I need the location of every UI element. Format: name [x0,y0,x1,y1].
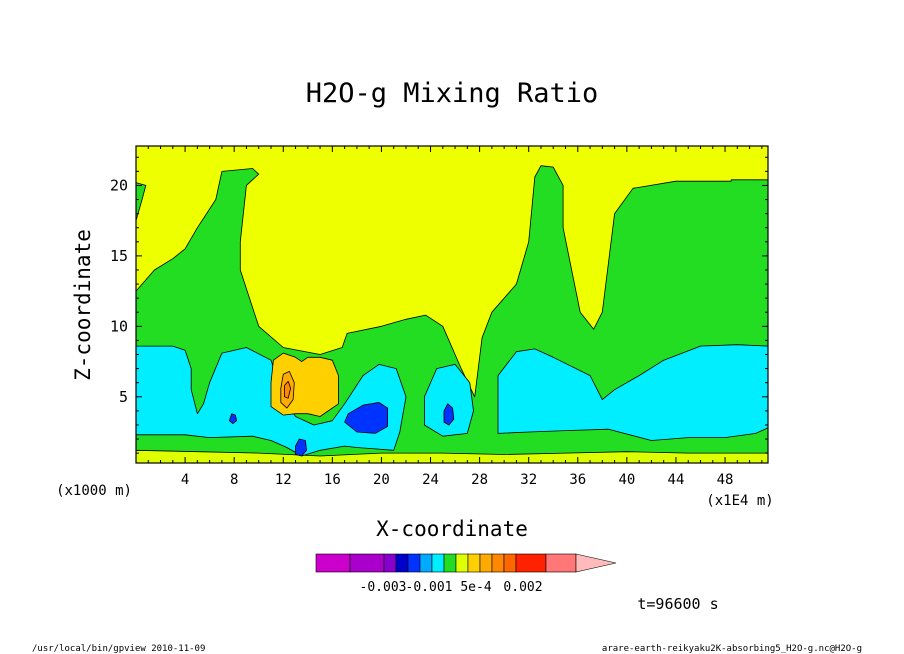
y-tick-label: 5 [119,388,128,406]
x-tick-label: 16 [324,472,341,488]
y-tick-label: 10 [110,317,128,335]
chart-title: H2O-g Mixing Ratio [306,78,599,109]
x-tick-label: 40 [618,472,635,488]
contour-region-cyan-mid [423,363,474,437]
colorbar-segment [515,553,547,573]
contour-region-yellow-bottom [136,449,768,463]
x-tick-label: 4 [181,472,189,488]
contour-region-blue-small1 [295,438,308,457]
plot-frame [135,145,769,464]
colorbar-tick-label: 0.002 [503,580,542,595]
colorbar-segment [395,553,409,573]
colorbar-segment [419,553,433,573]
y-axis-ticks: 5 10 15 20 [110,156,768,454]
colorbar-segment [491,553,505,573]
contour-region-green-corner [136,182,147,222]
colorbar-segment [315,553,351,573]
colorbar-segment [455,553,469,573]
colorbar-segment [545,553,577,573]
colorbar-segment [479,553,493,573]
colorbar-tick-label: -0.001 [406,580,453,595]
x-tick-label: 8 [230,472,238,488]
x-tick-label: 20 [373,472,390,488]
x-tick-label: 32 [520,472,537,488]
colorbar-tick-label: -0.003 [360,580,407,595]
x-unit-right: (x1E4 m) [706,493,773,509]
colorbar-segment [467,553,481,573]
contour-region-orange-dark [284,380,292,399]
contour-region-blue [344,401,389,434]
footer-left: /usr/local/bin/gpview 2010-11-09 [32,644,205,654]
x-axis-ticks: 4 8 12 16 20 24 28 32 36 40 44 48 [147,146,763,488]
time-label: t=96600 s [637,595,718,613]
contour-regions [136,165,768,463]
colorbar-extend-arrow [575,553,617,573]
contour-region-cyan-right [497,344,768,441]
y-axis-label: Z-coordinate [71,229,95,381]
colorbar-tick-labels: -0.003 -0.001 5e-4 0.002 [360,580,543,595]
colorbar [315,553,617,573]
colorbar-segment [383,553,397,573]
x-tick-label: 12 [275,472,292,488]
x-axis-label: X-coordinate [376,517,528,541]
x-tick-label: 48 [717,472,734,488]
plot-area [136,146,768,463]
colorbar-segment [431,553,445,573]
y-tick-label: 15 [110,247,128,265]
x-tick-label: 24 [422,472,439,488]
contour-region-blue-small2 [443,403,455,426]
x-unit-left: (x1000 m) [56,483,132,499]
contour-region-blue-small3 [228,413,238,425]
footer-right: arare-earth-reikyaku2K-absorbing5_H2O-g.… [602,644,862,654]
x-tick-label: 36 [569,472,586,488]
y-tick-label: 20 [110,176,128,194]
x-tick-label: 44 [668,472,685,488]
x-tick-label: 28 [471,472,488,488]
colorbar-segment [349,553,385,573]
colorbar-segment [503,553,517,573]
colorbar-segment [443,553,457,573]
colorbar-tick-label: 5e-4 [460,580,491,595]
colorbar-segment [407,553,421,573]
